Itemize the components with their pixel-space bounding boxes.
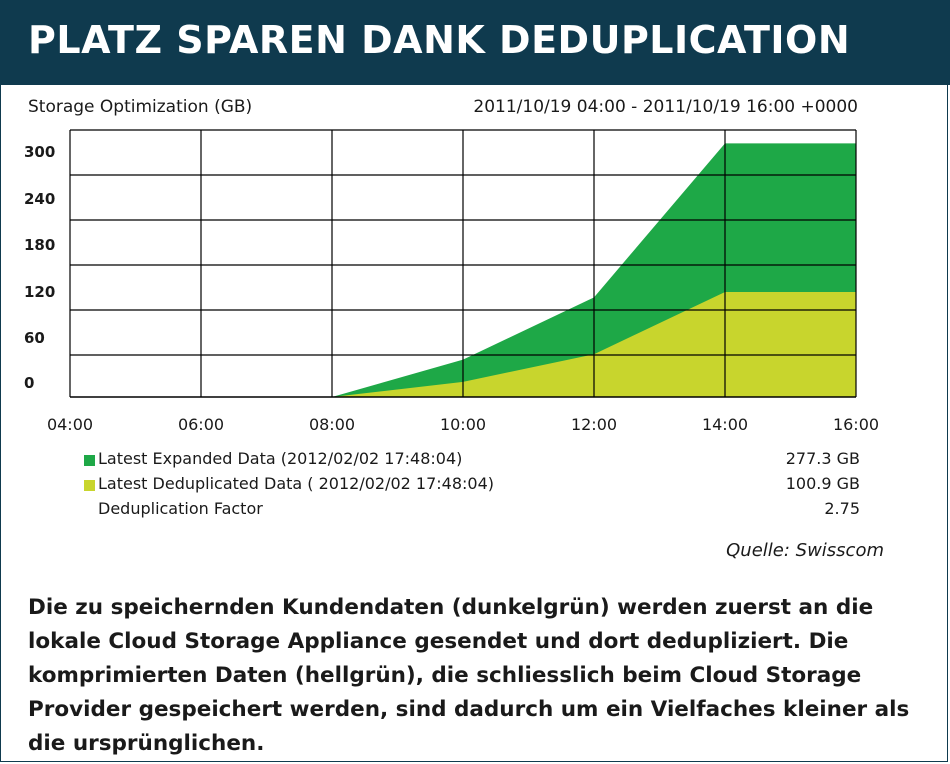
legend-swatch-deduplicated [84,480,95,491]
y-tick-label: 60 [24,329,45,347]
legend-value-factor: 2.75 [824,499,860,518]
legend-item-factor: Deduplication Factor 2.75 [0,499,950,523]
y-tick-label: 240 [24,190,55,208]
y-tick-label: 120 [24,283,55,301]
y-tick-label: 300 [24,143,55,161]
chart-title: Storage Optimization (GB) [28,97,253,117]
date-range: 2011/10/19 04:00 - 2011/10/19 16:00 +000… [473,97,858,117]
y-tick-label: 0 [24,374,34,392]
legend-label-deduplicated: Latest Deduplicated Data ( 2012/02/02 17… [98,474,495,493]
legend-swatch-expanded [84,455,95,466]
caption-text: Die zu speichernden Kundendaten (dunkelg… [28,595,910,756]
x-tick-label: 10:00 [440,415,486,434]
legend-label-expanded: Latest Expanded Data (2012/02/02 17:48:0… [98,449,463,468]
x-tick-label: 04:00 [47,415,93,434]
header-bar: PLATZ SPAREN DANK DEDUPLICATION [0,0,950,85]
area-chart: 300 240 180 120 60 0 04:00 06:00 08:00 10:00 12:0… [24,129,879,434]
x-tick-label: 16:00 [833,415,879,434]
legend-value-expanded: 277.3 GB [785,449,860,468]
x-tick-label: 06:00 [178,415,224,434]
y-tick-label: 180 [24,236,55,254]
legend-item-deduplicated: Latest Deduplicated Data ( 2012/02/02 17… [0,474,950,498]
legend-item-expanded: Latest Expanded Data (2012/02/02 17:48:0… [0,449,950,473]
x-tick-label: 08:00 [309,415,355,434]
legend-value-deduplicated: 100.9 GB [785,474,860,493]
source-note: Quelle: Swisscom [726,540,884,561]
figure-title: PLATZ SPAREN DANK DEDUPLICATION [28,18,851,62]
series-area-deduplicated [70,291,856,397]
legend-label-factor: Deduplication Factor [98,499,263,518]
x-tick-label: 12:00 [571,415,617,434]
x-tick-label: 14:00 [702,415,748,434]
